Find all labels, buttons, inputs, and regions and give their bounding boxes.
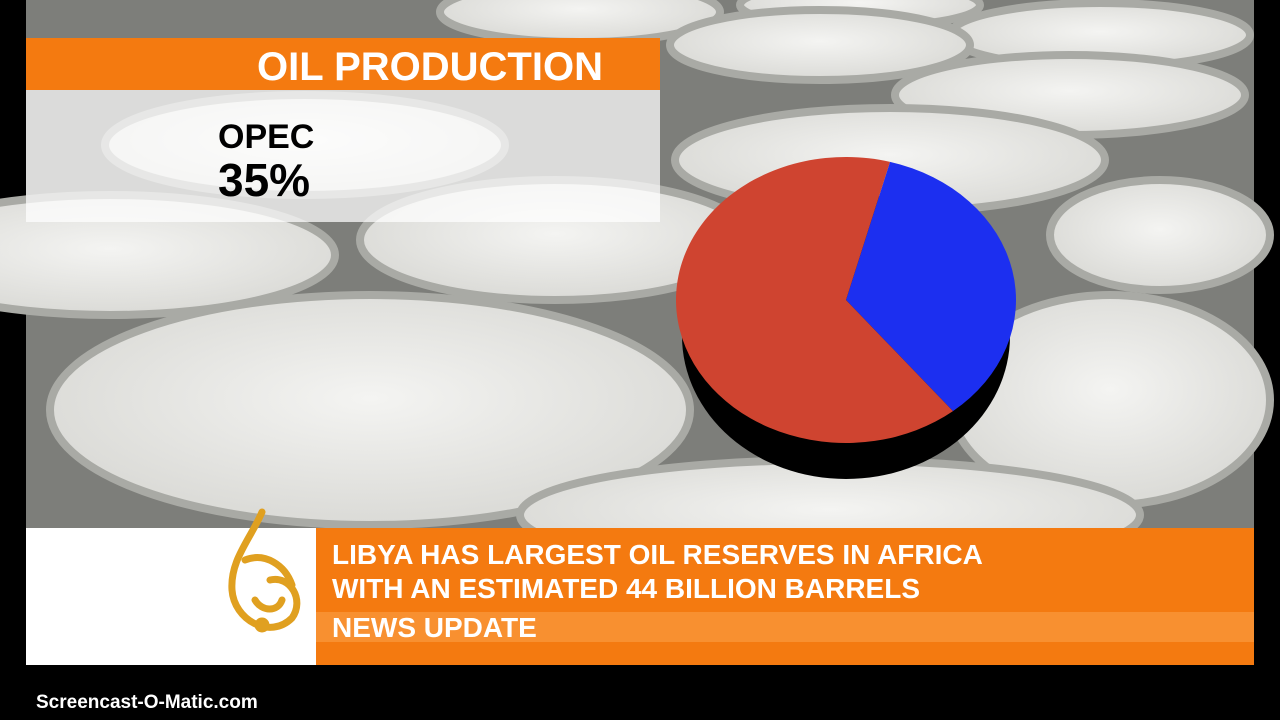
title-bar bbox=[26, 38, 660, 90]
ticker-bar bbox=[316, 528, 1254, 665]
ticker-strip bbox=[316, 612, 1254, 642]
logo bbox=[228, 508, 301, 633]
ticker-line: LIBYA HAS LARGEST OIL RESERVES IN AFRICA bbox=[332, 539, 983, 570]
pie-slice bbox=[676, 157, 953, 443]
ticker-label: NEWS UPDATE bbox=[332, 612, 537, 643]
logo-box bbox=[26, 528, 316, 665]
pie-chart bbox=[676, 157, 1017, 479]
ticker-line: WITH AN ESTIMATED 44 BILLION BARRELS bbox=[332, 573, 920, 604]
slice-value-label: 35% bbox=[218, 154, 310, 206]
title: OIL PRODUCTION bbox=[257, 45, 603, 89]
slice-label: OPEC bbox=[218, 118, 314, 156]
watermark: Screencast-O-Matic.com bbox=[36, 692, 258, 713]
pie-slice bbox=[846, 161, 1017, 412]
info-panel bbox=[26, 90, 660, 222]
